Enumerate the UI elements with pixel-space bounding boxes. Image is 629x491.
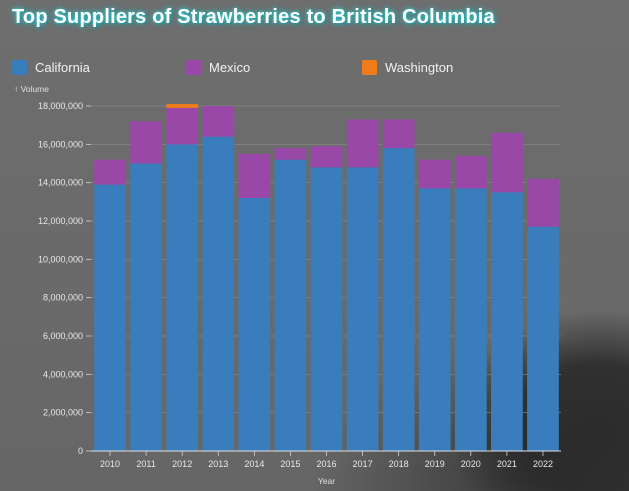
x-tick-label: 2019 xyxy=(425,459,445,469)
bar-mexico-2010[interactable] xyxy=(94,159,126,185)
legend-item-mexico[interactable]: Mexico xyxy=(186,58,250,76)
bar-mexico-2016[interactable] xyxy=(310,146,343,168)
legend-label-california: California xyxy=(35,59,90,75)
x-tick-label: 2022 xyxy=(533,459,553,469)
y-tick-label: 14,000,000 xyxy=(38,178,83,188)
legend-swatch-california xyxy=(12,59,27,75)
x-tick-label: 2018 xyxy=(389,459,409,469)
bar-mexico-2011[interactable] xyxy=(130,121,162,164)
y-tick-label: 12,000,000 xyxy=(38,216,83,226)
bar-california-2019[interactable] xyxy=(418,188,451,451)
bar-mexico-2012[interactable] xyxy=(166,107,199,145)
bar-california-2022[interactable] xyxy=(527,226,559,451)
y-axis-title: ↑ Volume xyxy=(14,84,49,94)
bar-mexico-2015[interactable] xyxy=(274,148,307,160)
bar-california-2013[interactable] xyxy=(202,136,235,451)
y-tick-label: 4,000,000 xyxy=(43,369,83,379)
bar-california-2011[interactable] xyxy=(130,163,162,452)
bar-california-2018[interactable] xyxy=(382,148,415,451)
x-tick-label: 2016 xyxy=(316,459,336,469)
x-tick-label: 2020 xyxy=(461,459,481,469)
bars xyxy=(94,104,559,452)
y-tick-label: 18,000,000 xyxy=(38,101,83,111)
y-tick-label: 6,000,000 xyxy=(43,331,83,341)
x-tick-label: 2017 xyxy=(353,459,373,469)
x-tick-label: 2021 xyxy=(497,459,517,469)
x-axis-title: Year xyxy=(318,476,335,486)
y-tick-label: 16,000,000 xyxy=(38,139,83,149)
y-tick-label: 10,000,000 xyxy=(38,254,83,264)
legend-swatch-mexico xyxy=(186,59,201,75)
x-tick-label: 2014 xyxy=(244,459,264,469)
bar-mexico-2020[interactable] xyxy=(454,155,487,189)
bar-mexico-2018[interactable] xyxy=(382,119,415,149)
bar-mexico-2014[interactable] xyxy=(238,153,271,198)
bar-mexico-2019[interactable] xyxy=(418,159,451,189)
x-tick-label: 2011 xyxy=(136,459,155,469)
chart-title: Top Suppliers of Strawberries to British… xyxy=(12,6,495,28)
bar-mexico-2013[interactable] xyxy=(202,106,235,137)
bar-california-2016[interactable] xyxy=(310,167,343,452)
bar-california-2012[interactable] xyxy=(166,144,199,452)
bar-mexico-2021[interactable] xyxy=(491,132,523,193)
x-tick-label: 2012 xyxy=(172,459,192,469)
y-tick-label: 8,000,000 xyxy=(43,293,83,303)
bar-california-2014[interactable] xyxy=(238,198,271,451)
legend-item-washington[interactable]: Washington xyxy=(362,58,453,76)
legend-label-mexico: Mexico xyxy=(209,59,251,75)
bar-mexico-2017[interactable] xyxy=(346,119,379,168)
x-tick-label: 2010 xyxy=(100,459,120,469)
legend-swatch-washington xyxy=(362,59,377,75)
bar-california-2010[interactable] xyxy=(94,184,126,452)
x-axis-ticks: 2010 2011 2012 2013 2014 2015 2016 2017 2018 2019… xyxy=(100,451,553,469)
bar-mexico-2022[interactable] xyxy=(527,178,559,227)
bar-california-2015[interactable] xyxy=(274,159,307,451)
x-tick-label: 2015 xyxy=(280,459,300,469)
bar-california-2017[interactable] xyxy=(346,167,379,452)
y-tick-label: 2,000,000 xyxy=(43,408,83,418)
bar-california-2021[interactable] xyxy=(491,192,523,451)
legend-item-california[interactable]: California xyxy=(12,58,90,76)
x-tick-label: 2013 xyxy=(208,459,228,469)
y-axis-ticks: 0 2,000,000 4,000,000 6,000,000 8,000,000 10,… xyxy=(38,101,91,456)
bar-california-2020[interactable] xyxy=(454,188,487,451)
y-tick-label: 0 xyxy=(78,446,83,456)
legend-label-washington: Washington xyxy=(385,59,454,75)
bar-washington-2012[interactable] xyxy=(166,104,199,108)
